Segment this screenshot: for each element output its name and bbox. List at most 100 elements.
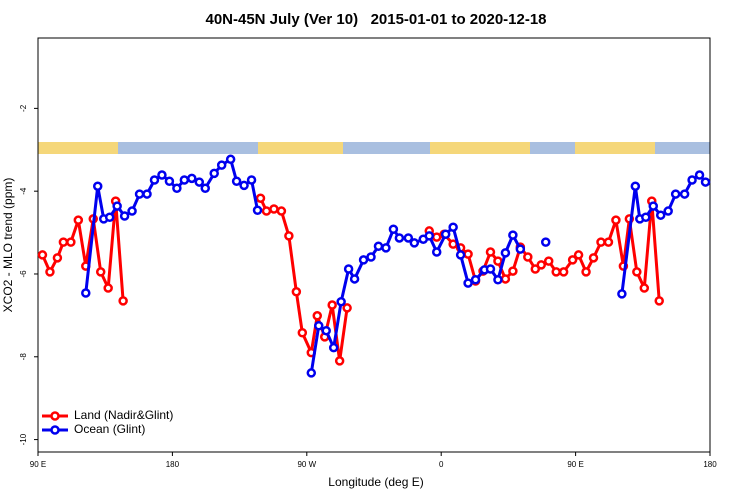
x-axis-label: Longitude (deg E) [328,475,423,489]
point [164,176,175,186]
point [313,320,324,331]
point [231,176,242,186]
point [530,264,541,274]
point [381,243,391,253]
point [515,244,526,254]
point [104,212,115,223]
point [500,274,511,284]
point [366,252,376,262]
point [700,177,711,187]
point [200,183,211,194]
point [327,300,337,310]
point [558,267,569,277]
point [172,183,182,194]
point [284,231,294,241]
point [540,237,551,247]
point [216,160,227,170]
point [187,173,197,184]
point [630,181,641,191]
point [493,275,503,285]
point [334,356,345,366]
point [328,342,339,353]
point [209,168,219,179]
y-tick-label: -2 [19,104,28,112]
land-ocean-strip [38,142,710,154]
point [455,250,466,260]
x-tick-label: 90 E [567,460,583,469]
point [603,237,614,247]
point [373,241,384,251]
legend-marker [50,411,60,421]
point [297,328,308,338]
point [225,154,236,165]
legend-label: Ocean (Glint) [74,422,145,436]
point [632,267,642,277]
point [588,253,599,263]
x-tick-label: 90 E [30,460,46,469]
point [431,247,442,257]
point [312,311,323,321]
point [424,231,435,241]
x-tick-label: 0 [439,460,444,469]
y-tick-label: -4 [19,187,28,195]
point [679,189,690,199]
point [157,170,167,180]
point [252,205,263,215]
x-tick-label: 180 [166,460,180,469]
point [409,238,420,248]
point [149,175,160,185]
point [523,252,533,262]
point [500,248,511,258]
point [52,253,63,263]
point [73,215,84,225]
point [119,211,130,221]
y-tick-label: -6 [19,270,28,278]
point [239,180,249,191]
point [134,189,145,199]
point [617,289,627,299]
point [543,256,554,266]
point [179,175,190,185]
point [493,256,503,266]
legend-label: Land (Nadir&Glint) [74,408,173,422]
point [95,267,106,277]
point [349,274,360,284]
point [485,264,496,274]
point [670,189,681,199]
point [112,201,122,211]
point [470,275,481,285]
point [581,267,591,277]
point [58,237,69,247]
point [269,204,279,214]
point [463,278,473,288]
plot-frame [37,37,711,453]
point [388,224,399,235]
point [66,237,76,247]
point [342,303,352,313]
y-tick-label: -10 [19,433,28,445]
point [641,212,651,223]
point [655,210,666,220]
point [255,193,266,203]
point [536,260,547,270]
point [358,255,369,265]
point [336,296,346,307]
point [321,325,331,336]
chart-title: 40N-45N July (Ver 10) 2015-01-01 to 2020… [205,11,546,28]
point [440,229,451,239]
point [81,288,91,298]
point [663,206,673,216]
point [448,222,458,232]
point [261,206,272,216]
point [596,237,606,247]
y-tick-label: -8 [19,353,28,361]
point [639,283,650,293]
point [127,206,137,216]
point [343,264,354,274]
point [648,201,659,211]
point [403,233,414,243]
point [246,175,257,185]
point [611,215,621,225]
point [291,287,302,297]
